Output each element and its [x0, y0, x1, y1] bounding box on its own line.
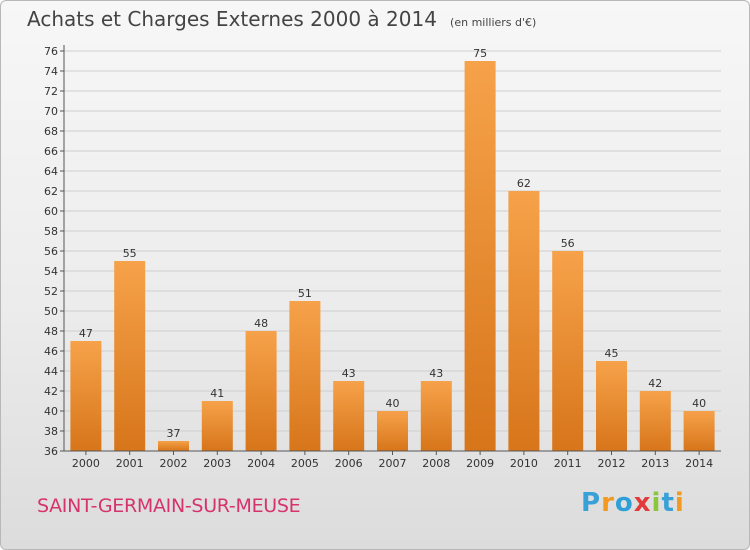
y-tick-label: 42	[44, 385, 58, 398]
value-label-2005: 51	[298, 287, 312, 300]
y-tick-label: 46	[44, 345, 58, 358]
value-label-2002: 37	[167, 427, 181, 440]
bar-2014	[683, 411, 715, 451]
value-label-2003: 41	[210, 387, 224, 400]
title-block: Achats et Charges Externes 2000 à 2014 (…	[27, 7, 536, 31]
x-tick-label: 2011	[554, 457, 582, 470]
value-label-2007: 40	[386, 397, 400, 410]
x-tick-label: 2008	[422, 457, 450, 470]
x-tick-label: 2002	[160, 457, 188, 470]
value-label-2004: 48	[254, 317, 268, 330]
value-label-2008: 43	[429, 367, 443, 380]
bar-2003	[201, 401, 233, 451]
x-axis: 2000 2001 2002 2003 2004 2005 2006 2007 2008 2009…	[64, 450, 721, 470]
x-tick-label: 2012	[598, 457, 626, 470]
brand-letter: i	[674, 488, 685, 518]
chart-title: Achats et Charges Externes 2000 à 2014	[27, 7, 437, 31]
y-tick-label: 54	[44, 265, 58, 278]
y-tick-label: 60	[44, 205, 58, 218]
brand-letter: o	[614, 488, 634, 518]
bars: 47 55 37 41 48 51 43 40 43 75 62 56 45 42 40	[70, 47, 715, 451]
bar-2006	[333, 381, 365, 451]
x-tick-label: 2010	[510, 457, 538, 470]
bar-2013	[639, 391, 671, 451]
y-tick-label: 44	[44, 365, 58, 378]
y-tick-label: 64	[44, 165, 58, 178]
brand-letter: P	[581, 488, 602, 518]
bar-2004	[245, 331, 277, 451]
brand-letter: x	[633, 488, 652, 518]
bar-2011	[552, 251, 584, 451]
bar-2009	[464, 61, 496, 451]
y-tick-label: 48	[44, 325, 58, 338]
bar-2012	[596, 361, 627, 451]
y-tick-label: 40	[44, 405, 58, 418]
y-tick-label: 58	[44, 225, 58, 238]
bar-2007	[377, 411, 408, 451]
value-label-2006: 43	[342, 367, 356, 380]
bar-2010	[508, 191, 540, 451]
bar-2002	[158, 441, 189, 451]
place-name: SAINT-GERMAIN-SUR-MEUSE	[37, 495, 301, 517]
value-label-2014: 40	[692, 397, 706, 410]
x-tick-label: 2006	[335, 457, 363, 470]
brand-letter: t	[661, 488, 675, 518]
x-tick-label: 2014	[685, 457, 713, 470]
y-tick-label: 56	[44, 245, 58, 258]
chart-subtitle: (en milliers d'€)	[450, 16, 537, 29]
y-tick-label: 70	[44, 105, 58, 118]
brand-logo: Proxiti	[581, 488, 685, 518]
y-tick-label: 66	[44, 145, 58, 158]
y-tick-label: 62	[44, 185, 58, 198]
brand-letter: r	[601, 488, 615, 518]
x-tick-label: 2009	[466, 457, 494, 470]
x-tick-label: 2005	[291, 457, 319, 470]
value-label-2001: 55	[123, 247, 137, 260]
x-tick-label: 2007	[379, 457, 407, 470]
bar-2005	[289, 301, 321, 451]
x-tick-label: 2003	[203, 457, 231, 470]
y-tick-label: 50	[44, 305, 58, 318]
bar-2008	[420, 381, 452, 451]
value-label-2012: 45	[605, 347, 619, 360]
value-label-2013: 42	[648, 377, 662, 390]
bar-2000	[70, 341, 102, 451]
value-label-2010: 62	[517, 177, 531, 190]
x-tick-label: 2013	[641, 457, 669, 470]
x-tick-label: 2001	[116, 457, 144, 470]
y-tick-label: 74	[44, 65, 58, 78]
y-tick-label: 76	[44, 45, 58, 58]
bar-2001	[114, 261, 146, 451]
value-label-2009: 75	[473, 47, 487, 60]
brand-letter: i	[651, 488, 662, 518]
value-label-2000: 47	[79, 327, 93, 340]
y-tick-label: 38	[44, 425, 58, 438]
y-tick-label: 68	[44, 125, 58, 138]
y-tick-label: 72	[44, 85, 58, 98]
y-axis: 36 38 40 42 44 46 48 50 52 54 56 58 60 62 64 66 68 70 72 74…	[44, 45, 65, 458]
x-tick-label: 2004	[247, 457, 275, 470]
y-tick-label: 36	[44, 445, 58, 458]
x-tick-label: 2000	[72, 457, 100, 470]
y-tick-label: 52	[44, 285, 58, 298]
value-label-2011: 56	[561, 237, 575, 250]
